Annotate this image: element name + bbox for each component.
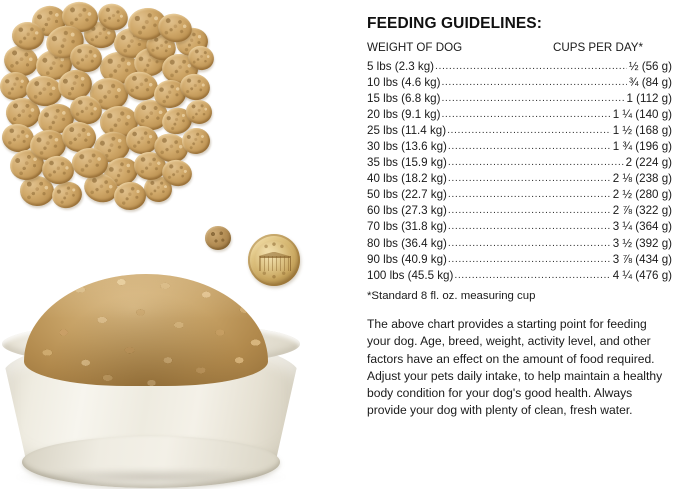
- bowl-kibble-mound: [24, 274, 268, 386]
- dot-leader: ........................................…: [447, 156, 624, 169]
- row-weight-value: 70 lbs (31.8 kg): [367, 220, 447, 234]
- row-weight-value: 90 lbs (40.9 kg): [367, 252, 447, 266]
- row-weight-value: 60 lbs (27.3 kg): [367, 204, 447, 218]
- row-weight-value: 40 lbs (18.2 kg): [367, 172, 447, 186]
- feeding-chart-row: 60 lbs (27.3 kg)........................…: [367, 203, 672, 219]
- penny-coin-image: [248, 234, 300, 286]
- dot-leader: ........................................…: [441, 92, 624, 105]
- page-title: FEEDING GUIDELINES:: [367, 15, 542, 32]
- kibble-pile-image: [0, 0, 218, 212]
- dot-leader: ........................................…: [441, 108, 610, 121]
- row-cups-value: 1 (112 g): [626, 92, 672, 106]
- feeding-chart-row: 80 lbs (36.4 kg)........................…: [367, 236, 672, 252]
- row-weight-value: 50 lbs (22.7 kg): [367, 188, 447, 202]
- row-cups-value: 2 ⅛ (238 g): [612, 172, 672, 186]
- feeding-guidelines-panel: FEEDING GUIDELINES: WEIGHT OF DOG CUPS P…: [367, 0, 672, 489]
- dog-food-bowl-image: [0, 272, 312, 489]
- dot-leader: ........................................…: [447, 204, 611, 217]
- bowl-base: [22, 436, 280, 488]
- dot-leader: ........................................…: [454, 268, 611, 281]
- feeding-advice-paragraph: The above chart provides a starting poin…: [367, 317, 663, 418]
- dot-leader: ........................................…: [441, 76, 626, 89]
- single-kibble-image: [205, 226, 231, 250]
- dot-leader: ........................................…: [447, 140, 611, 153]
- feeding-chart-row: 35 lbs (15.9 kg)........................…: [367, 155, 672, 171]
- row-cups-value: 1 ¾ (196 g): [612, 140, 672, 154]
- row-weight-value: 5 lbs (2.3 kg): [367, 60, 435, 73]
- column-header-weight: WEIGHT OF DOG: [367, 41, 463, 54]
- feeding-chart-row: 10 lbs (4.6 kg).........................…: [367, 75, 672, 91]
- row-cups-value: 4 ¼ (476 g): [612, 268, 672, 282]
- row-cups-value: 3 ¼ (364 g): [612, 220, 672, 234]
- feeding-chart-row: 30 lbs (13.6 kg)........................…: [367, 139, 672, 155]
- row-weight-value: 30 lbs (13.6 kg): [367, 140, 447, 154]
- feeding-chart-table: 5 lbs (2.3 kg)..........................…: [367, 59, 672, 284]
- row-cups-value: 3 ⅞ (434 g): [612, 252, 672, 266]
- feeding-chart-row: 70 lbs (31.8 kg)........................…: [367, 219, 672, 235]
- dot-leader: ........................................…: [447, 252, 611, 265]
- dot-leader: ........................................…: [447, 220, 611, 233]
- penny-memorial-columns: [259, 255, 291, 272]
- dot-leader: ........................................…: [447, 236, 611, 249]
- row-cups-value: 2 (224 g): [625, 156, 672, 170]
- feeding-chart-row: 20 lbs (9.1 kg).........................…: [367, 107, 672, 123]
- product-photo-panel: [0, 0, 352, 489]
- row-weight-value: 100 lbs (45.5 kg): [367, 268, 454, 282]
- penny-memorial-roof: [257, 251, 291, 257]
- row-cups-value: ¾ (84 g): [628, 76, 672, 90]
- row-weight-value: 80 lbs (36.4 kg): [367, 236, 447, 250]
- dot-leader: ........................................…: [447, 188, 611, 201]
- row-cups-value: 1 ½ (168 g): [612, 124, 672, 138]
- row-weight-value: 25 lbs (11.4 kg): [367, 124, 447, 138]
- column-header-cups: CUPS PER DAY*: [553, 41, 643, 54]
- row-cups-value: 2 ½ (280 g): [612, 188, 672, 202]
- feeding-chart-row: 90 lbs (40.9 kg)........................…: [367, 252, 672, 268]
- kibble-piece: [49, 179, 85, 211]
- dot-leader: ........................................…: [435, 60, 627, 72]
- feeding-chart-row: 5 lbs (2.3 kg)..........................…: [367, 59, 672, 75]
- row-weight-value: 15 lbs (6.8 kg): [367, 92, 441, 106]
- row-weight-value: 20 lbs (9.1 kg): [367, 108, 441, 122]
- feeding-chart-row: 40 lbs (18.2 kg)........................…: [367, 171, 672, 187]
- row-cups-value: 2 ⅞ (322 g): [612, 204, 672, 218]
- row-cups-value: 3 ½ (392 g): [612, 236, 672, 250]
- measuring-cup-footnote: *Standard 8 fl. oz. measuring cup: [367, 290, 536, 302]
- feeding-chart-row: 15 lbs (6.8 kg).........................…: [367, 91, 672, 107]
- row-weight-value: 10 lbs (4.6 kg): [367, 76, 441, 90]
- dot-leader: ........................................…: [447, 172, 611, 185]
- row-weight-value: 35 lbs (15.9 kg): [367, 156, 447, 170]
- row-cups-value: 1 ¼ (140 g): [612, 108, 672, 122]
- feeding-chart-row: 100 lbs (45.5 kg).......................…: [367, 268, 672, 284]
- feeding-chart-row: 50 lbs (22.7 kg)........................…: [367, 187, 672, 203]
- bowl-drop-shadow: [16, 468, 286, 486]
- feeding-chart-row: 25 lbs (11.4 kg)........................…: [367, 123, 672, 139]
- dot-leader: ........................................…: [447, 124, 611, 137]
- row-cups-value: ½ (56 g): [628, 60, 672, 73]
- kibble-piece: [113, 180, 147, 212]
